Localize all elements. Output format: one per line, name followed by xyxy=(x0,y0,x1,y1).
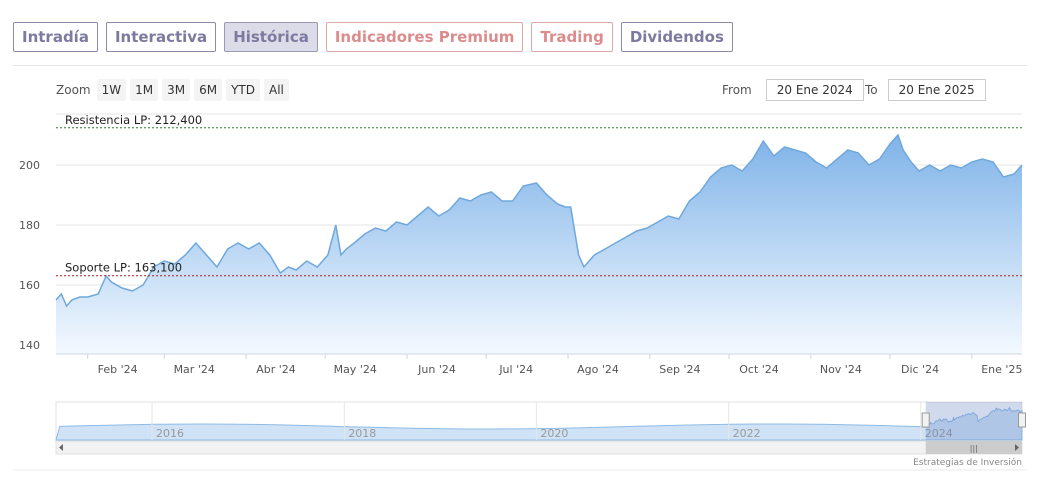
chart-tabs: Intradía Interactiva Histórica Indicadores … xyxy=(13,22,733,52)
scroll-right-arrow-icon[interactable] xyxy=(1015,444,1019,451)
navigator-right-handle[interactable] xyxy=(1018,412,1026,428)
x-tick-label: Nov '24 xyxy=(820,363,862,376)
to-label: To xyxy=(865,83,878,97)
zoom-buttons: 1W 1M 3M 6M YTD All xyxy=(96,79,293,101)
tab-intrad-a[interactable]: Intradía xyxy=(13,22,98,52)
x-tick-label: Dic '24 xyxy=(901,363,939,376)
from-label: From xyxy=(722,83,752,97)
price-area xyxy=(56,135,1022,354)
navigator-tick-label: 2018 xyxy=(348,427,376,440)
zoom-label: Zoom xyxy=(56,83,91,97)
from-date-input[interactable]: 20 Ene 2024 xyxy=(765,79,864,101)
y-tick-160: 160 xyxy=(19,279,40,292)
navigator-selection xyxy=(925,402,1022,440)
top-divider xyxy=(13,65,1027,66)
zoom-bar: Zoom 1W 1M 3M 6M YTD All xyxy=(56,79,293,101)
x-tick-label: May '24 xyxy=(334,363,377,376)
tab-indicadores-premium[interactable]: Indicadores Premium xyxy=(325,22,524,52)
price-line xyxy=(55,133,1023,308)
x-tick-label: Oct '24 xyxy=(739,363,779,376)
zoom-1w-button[interactable]: 1W xyxy=(96,79,127,101)
scroll-left-arrow-icon[interactable] xyxy=(59,444,63,451)
tab-interactiva[interactable]: Interactiva xyxy=(105,22,217,52)
x-tick-label: Ene '25 xyxy=(981,363,1022,376)
y-tick-180: 180 xyxy=(19,219,40,232)
x-tick-label: Abr '24 xyxy=(256,363,296,376)
x-tick-label: Mar '24 xyxy=(174,363,215,376)
x-tick-label: Jul '24 xyxy=(498,363,533,376)
credit-text: Estrategias de Inversión xyxy=(913,457,1022,468)
x-tick-label: Sep '24 xyxy=(659,363,700,376)
navigator-tick-label: 2020 xyxy=(540,427,568,440)
scrollbar-thumb[interactable] xyxy=(925,441,1022,454)
scrollbar-grip-icon: ||| xyxy=(970,444,978,453)
tab-trading[interactable]: Trading xyxy=(531,22,613,52)
tab-hist-rica[interactable]: Histórica xyxy=(224,22,318,52)
resistance-label: Resistencia LP: 212,400 xyxy=(65,113,202,127)
y-tick-140: 140 xyxy=(19,339,40,352)
x-tick-label: Jun '24 xyxy=(417,363,456,376)
range-to: To 20 Ene 2025 xyxy=(865,79,986,101)
support-label: Soporte LP: 163,100 xyxy=(65,261,182,275)
zoom-all-button[interactable]: All xyxy=(264,79,289,101)
to-date-input[interactable]: 20 Ene 2025 xyxy=(887,79,986,101)
x-tick-label: Ago '24 xyxy=(577,363,619,376)
tab-dividendos[interactable]: Dividendos xyxy=(620,22,733,52)
navigator-tick-label: 2016 xyxy=(156,427,184,440)
zoom-ytd-button[interactable]: YTD xyxy=(226,79,260,101)
zoom-3m-button[interactable]: 3M xyxy=(162,79,191,101)
y-tick-200: 200 xyxy=(19,159,40,172)
navigator-left-handle[interactable] xyxy=(921,412,930,428)
range-from: From 20 Ene 2024 xyxy=(722,79,864,101)
scrollbar-track xyxy=(55,440,1023,455)
navigator-tick-label: 2024 xyxy=(925,427,953,440)
navigator-tick-label: 2022 xyxy=(733,427,761,440)
x-tick-label: Feb '24 xyxy=(98,363,138,376)
zoom-1m-button[interactable]: 1M xyxy=(130,79,159,101)
zoom-6m-button[interactable]: 6M xyxy=(194,79,223,101)
navigator-area xyxy=(55,406,1023,441)
